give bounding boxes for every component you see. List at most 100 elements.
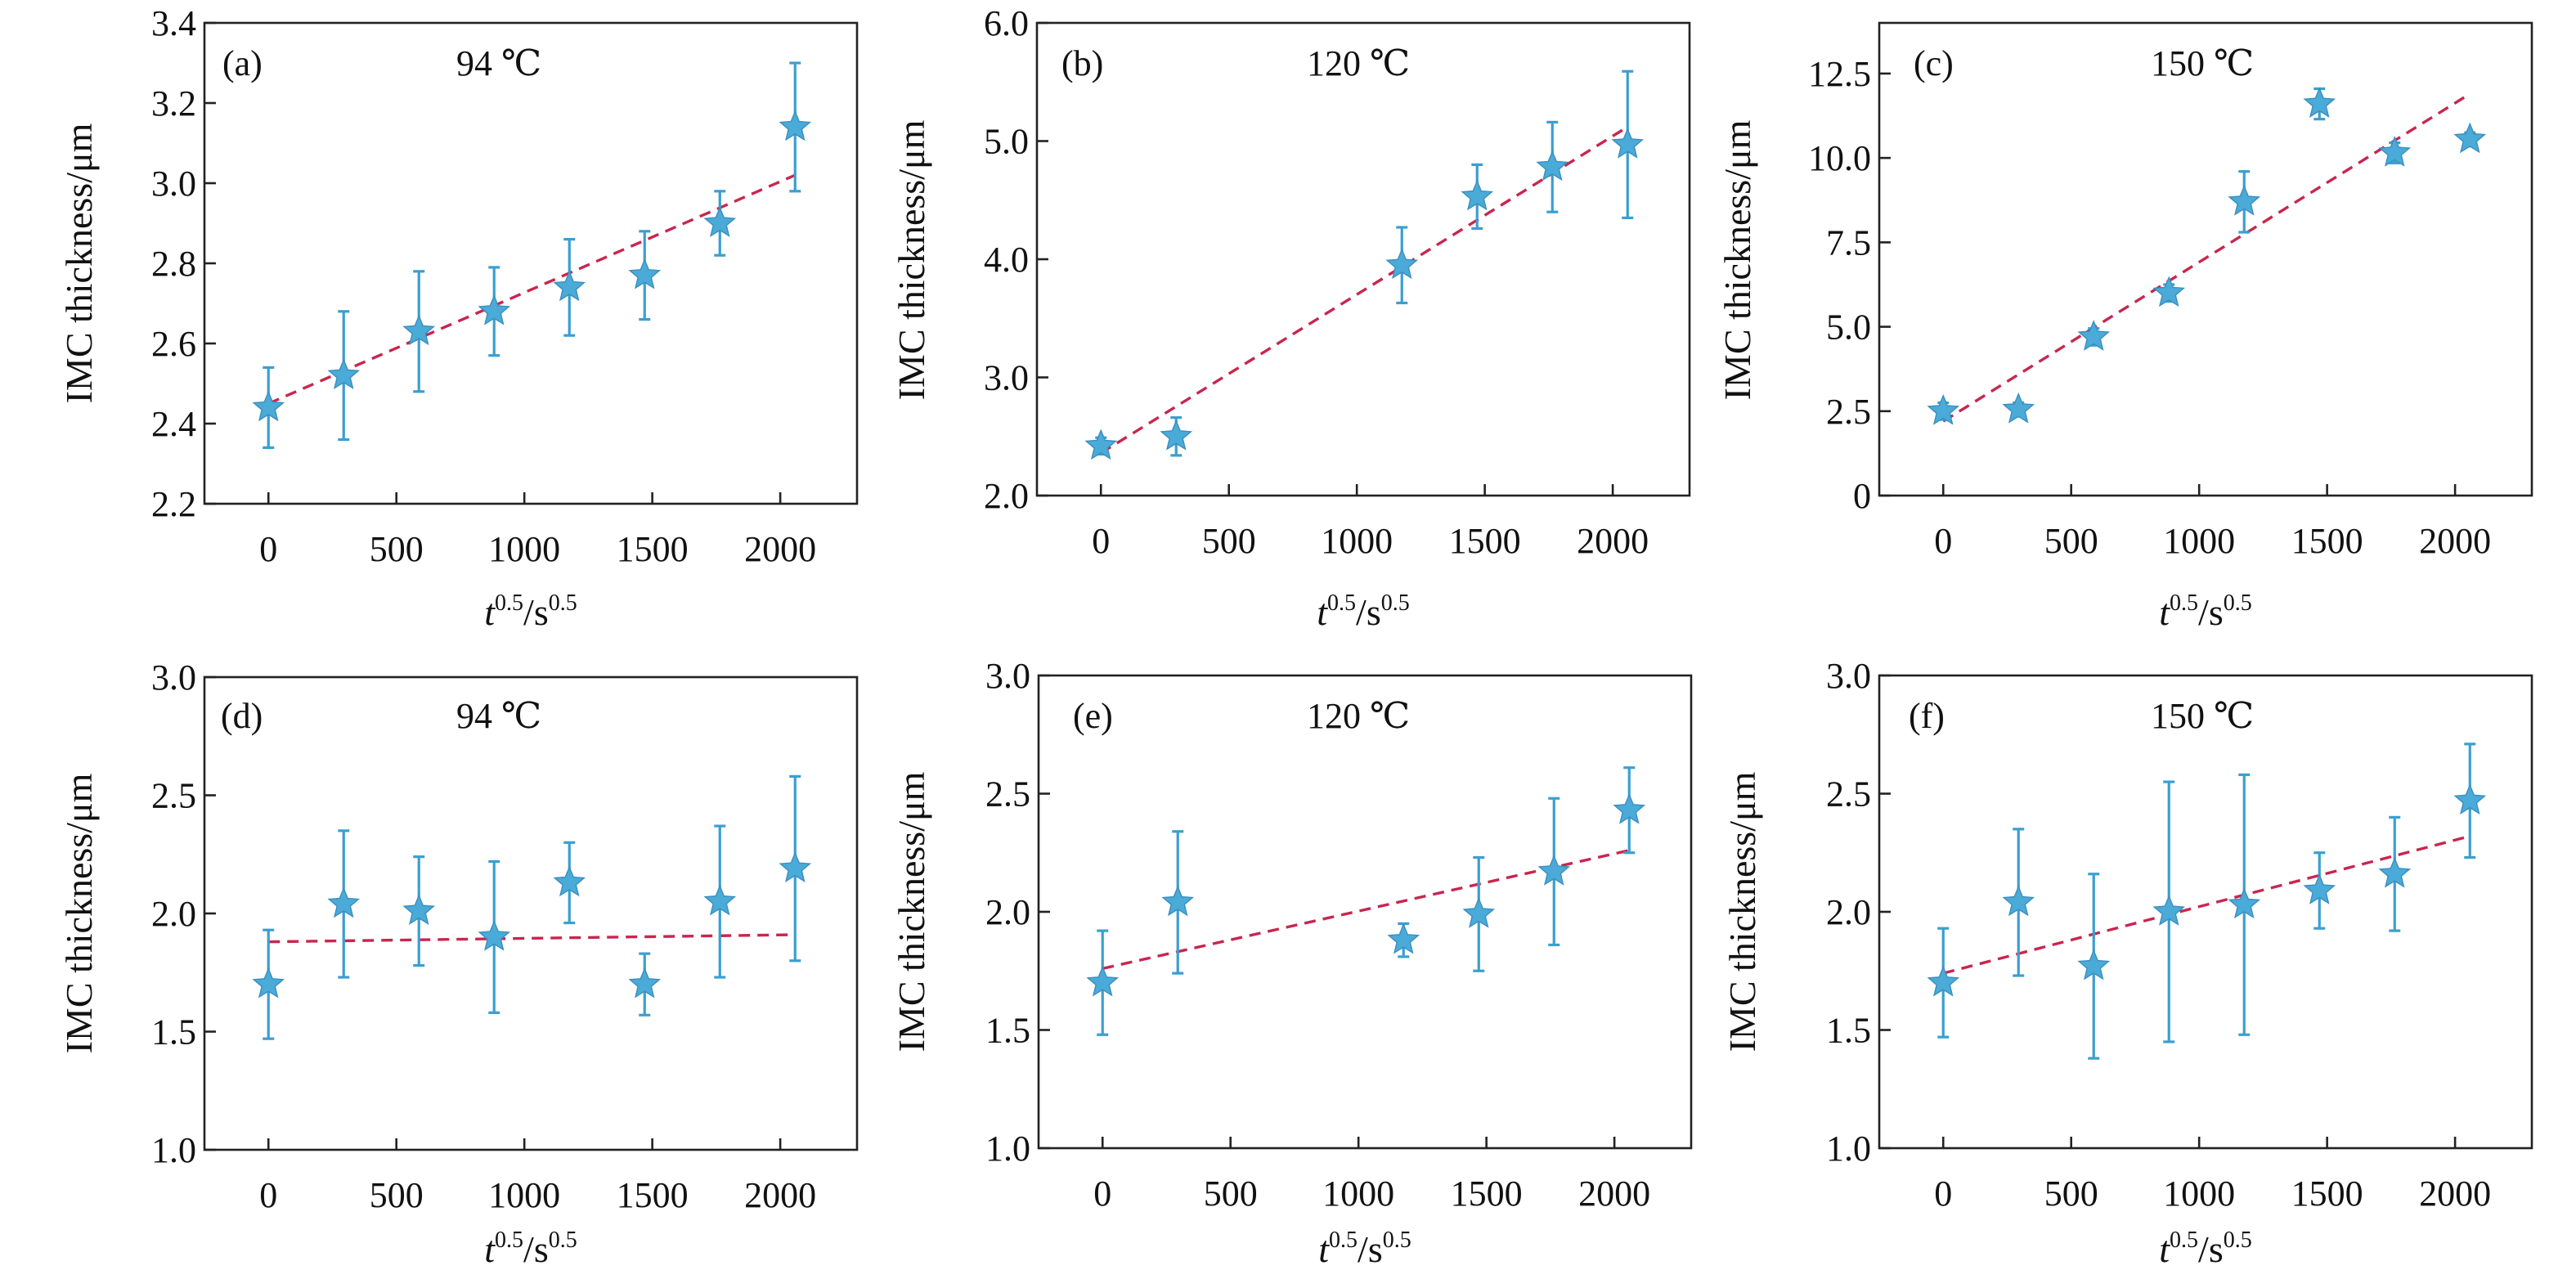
y-axis-label: IMC thickness/μm: [58, 123, 100, 403]
data-point: [1160, 419, 1193, 451]
plot-frame: [1037, 674, 1693, 1150]
x-label-unit-exponent: 0.5: [2224, 590, 2252, 616]
data-point: [2152, 276, 2186, 307]
data-point: [1385, 248, 1419, 280]
data-point: [2002, 392, 2035, 424]
x-tick-label: 0: [259, 529, 277, 569]
data-point: [1086, 965, 1120, 997]
y-axis-label: IMC thickness/μm: [891, 119, 932, 400]
y-axis-label: IMC thickness/μm: [1721, 771, 1763, 1052]
x-tick-label: 2000: [1577, 521, 1649, 561]
x-tick-label: 1000: [2163, 1174, 2235, 1214]
panel-e: 1.0 1.5 2.0 2.5 3.0 0 500 1000 1500 2000 (e) 120 …: [891, 656, 1693, 1270]
y-tick-label: 1.0: [1826, 1129, 1871, 1169]
x-tick-label: 1500: [1449, 521, 1521, 561]
x-axis-label: t0.5/s0.5: [484, 1227, 577, 1270]
y-tick-label: 6.0: [984, 3, 1029, 43]
x-label-unit-exponent: 0.5: [2224, 1227, 2252, 1253]
temperature-label: 120 ℃: [1307, 43, 1410, 83]
x-tick-label: 500: [1204, 1174, 1258, 1214]
data-point: [628, 258, 662, 289]
data-marks: 0 2.5 5.0 7.5 10.0 12.5 0 500 1000 1500 2000: [1808, 54, 2491, 561]
x-label-base: t: [2159, 591, 2170, 633]
x-tick-label: 2000: [2419, 1174, 2491, 1214]
y-tick-label: 1.5: [985, 1011, 1030, 1051]
fit-line: [1942, 834, 2471, 975]
data-point: [2228, 887, 2261, 919]
plot-frame: [1035, 21, 1691, 497]
y-tick-label: 2.6: [151, 324, 196, 364]
x-tick-label: 0: [1092, 521, 1110, 561]
x-tick-label: 1000: [1322, 1174, 1394, 1214]
data-point: [1161, 885, 1195, 917]
y-tick-label: 2.5: [151, 776, 196, 816]
data-point: [2303, 873, 2336, 904]
x-axis-label: t0.5/s0.5: [2159, 590, 2251, 633]
data-point: [2077, 949, 2111, 981]
y-tick-label: 5.0: [1826, 307, 1871, 348]
plot-frame: [203, 21, 859, 505]
y-tick-label: 3.0: [151, 164, 196, 204]
x-tick-label: 1500: [1451, 1174, 1523, 1214]
x-tick-label: 1500: [2291, 521, 2363, 561]
panel-tag: (c): [1914, 43, 1954, 83]
y-tick-label: 12.5: [1808, 54, 1871, 94]
data-point: [2228, 184, 2261, 216]
x-tick-label: 1500: [2291, 1174, 2363, 1214]
y-tick-label: 2.0: [985, 892, 1030, 932]
x-label-unit-exponent: 0.5: [549, 1227, 577, 1253]
x-label-unit-exponent: 0.5: [549, 590, 577, 616]
x-label-base: t: [484, 591, 496, 633]
x-label-unit: /s: [523, 1228, 549, 1270]
y-tick-label: 2.5: [1826, 774, 1871, 815]
y-tick-label: 2.5: [1826, 392, 1871, 432]
panel-a: 2.2 2.4 2.6 2.8 3.0 3.2 3.4 0 500 1000 1500 2000 (a…: [58, 3, 859, 633]
y-tick-label: 2.8: [151, 244, 196, 284]
data-point: [779, 851, 812, 882]
x-tick-label: 1000: [2163, 521, 2235, 561]
y-axis-label: IMC thickness/μm: [1717, 119, 1758, 400]
temperature-label: 150 ℃: [2151, 696, 2254, 736]
x-tick-label: 2000: [1578, 1174, 1650, 1214]
data-point: [1613, 792, 1646, 824]
y-tick-label: 3.0: [985, 656, 1030, 696]
x-label-unit: /s: [2198, 1228, 2224, 1270]
x-tick-label: 0: [259, 1175, 277, 1215]
data-point: [1537, 855, 1571, 886]
data-point: [628, 967, 662, 999]
plot-frame: [1878, 674, 2533, 1150]
x-label-unit: /s: [1358, 1228, 1383, 1270]
panel-tag: (d): [221, 696, 263, 736]
y-tick-label: 3.2: [151, 83, 196, 123]
x-tick-label: 500: [370, 1175, 424, 1215]
x-label-base: t: [1318, 1228, 1330, 1270]
x-tick-label: 1000: [1321, 521, 1393, 561]
x-label-base: t: [1317, 591, 1328, 633]
x-tick-label: 1000: [488, 1175, 560, 1215]
data-point: [2378, 856, 2412, 888]
y-tick-label: 2.5: [985, 774, 1030, 815]
data-point: [1927, 965, 1960, 997]
data-point: [779, 110, 812, 141]
x-label-base-exponent: 0.5: [2170, 1227, 2198, 1253]
x-label-unit: /s: [523, 591, 549, 633]
y-tick-label: 2.0: [1826, 892, 1871, 932]
y-tick-label: 2.0: [984, 476, 1029, 516]
fit-line: [268, 933, 796, 944]
x-axis-label: t0.5/s0.5: [1318, 1227, 1411, 1270]
panel-c: 0 2.5 5.0 7.5 10.0 12.5 0 500 1000 1500 2000 (c) 1…: [1717, 21, 2533, 633]
y-tick-label: 1.5: [151, 1012, 196, 1052]
y-tick-label: 2.0: [151, 894, 196, 934]
temperature-label: 94 ℃: [456, 696, 541, 736]
data-point: [703, 206, 737, 237]
data-point: [553, 865, 586, 897]
temperature-label: 94 ℃: [456, 43, 541, 83]
y-tick-label: 5.0: [984, 122, 1029, 162]
panel-tag: (a): [222, 43, 263, 83]
x-tick-label: 500: [2044, 521, 2098, 561]
data-point: [2002, 885, 2035, 917]
data-point: [402, 314, 436, 346]
data-point: [1927, 393, 1960, 425]
panel-tag: (e): [1073, 696, 1113, 736]
y-axis-label: IMC thickness/μm: [58, 773, 100, 1053]
